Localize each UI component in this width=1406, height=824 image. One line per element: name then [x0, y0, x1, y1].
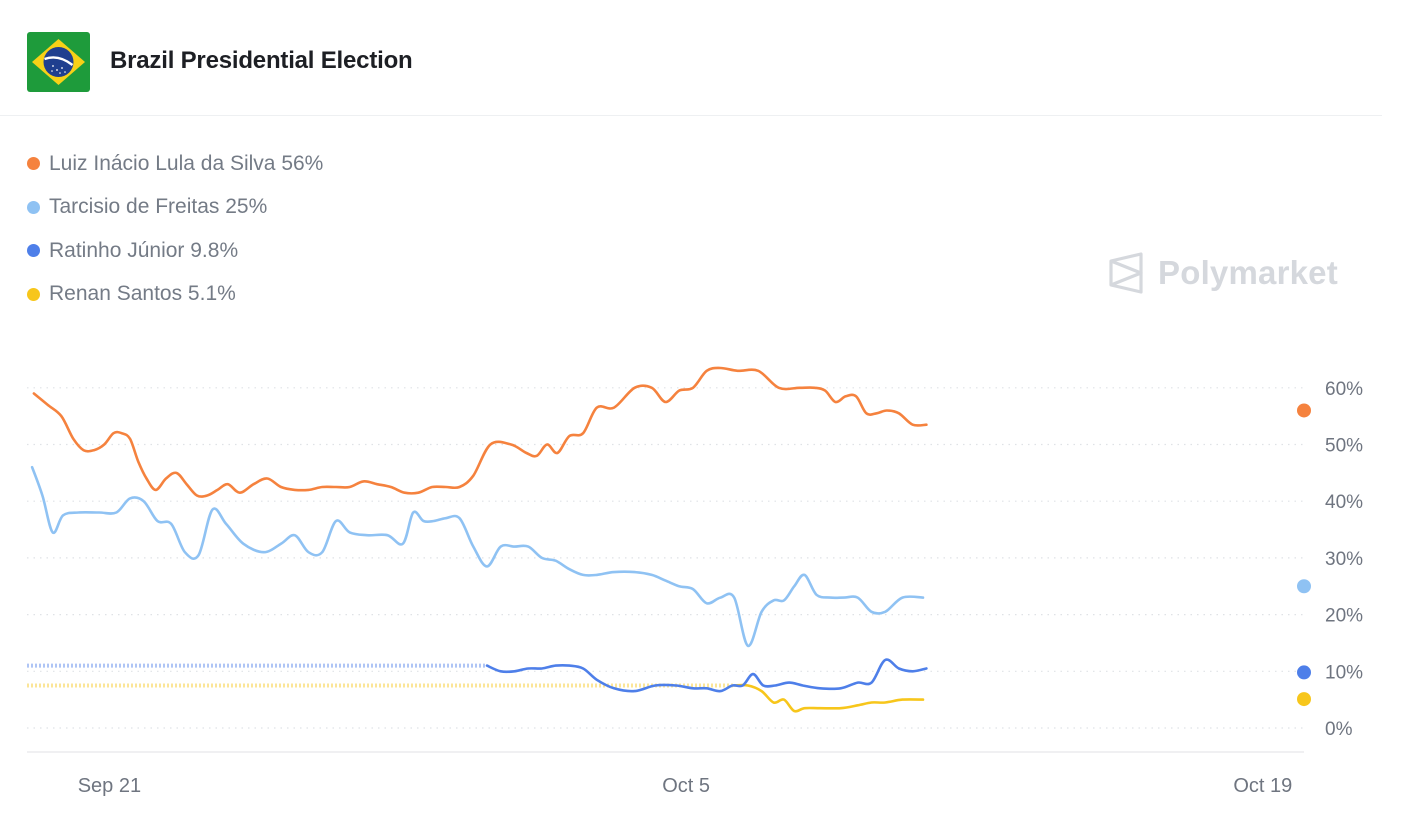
page-title: Brazil Presidential Election	[110, 47, 413, 74]
y-tick-label: 50%	[1325, 436, 1363, 457]
series-line	[485, 658, 928, 693]
series-end-dot[interactable]	[1297, 403, 1311, 418]
series-lines	[30, 366, 928, 713]
series-line	[732, 683, 925, 713]
x-tick-label: Oct 5	[662, 775, 710, 797]
y-axis-ticks: 60% 50% 40% 30% 20% 10% 0%	[1325, 379, 1363, 740]
grid-lines	[27, 387, 1304, 753]
brand-name: Polymarket	[1158, 254, 1338, 291]
series-end-dot[interactable]	[1297, 692, 1311, 707]
legend-item-renan[interactable]: Renan Santos 5.1%	[27, 273, 323, 317]
series-line	[32, 366, 928, 498]
y-tick-label: 60%	[1325, 379, 1363, 400]
y-tick-label: 40%	[1325, 492, 1363, 513]
legend-item-lula[interactable]: Luiz Inácio Lula da Silva 56%	[27, 142, 323, 186]
x-tick-label: Sep 21	[78, 775, 141, 797]
y-tick-label: 10%	[1325, 662, 1363, 683]
legend-item-ratinho[interactable]: Ratinho Júnior 9.8%	[27, 229, 323, 273]
baseline-estimates	[27, 663, 735, 688]
legend-label: Tarcisio de Freitas 25%	[49, 195, 268, 219]
chart-header: Brazil Presidential Election	[0, 0, 1382, 116]
series-line	[30, 465, 925, 648]
legend-dot-icon	[27, 244, 40, 258]
legend-label: Renan Santos 5.1%	[49, 282, 236, 306]
legend-label: Ratinho Júnior 9.8%	[49, 238, 239, 262]
legend-item-tarcisio[interactable]: Tarcisio de Freitas 25%	[27, 186, 323, 230]
series-end-dots	[1297, 403, 1311, 707]
legend-dot-icon	[27, 157, 40, 171]
polymarket-watermark: Polymarket	[1108, 252, 1338, 294]
x-axis-ticks: Sep 21 Oct 5 Oct 19	[78, 775, 1293, 797]
y-tick-label: 0%	[1325, 719, 1353, 740]
series-end-dot[interactable]	[1297, 665, 1311, 680]
legend-dot-icon	[27, 287, 40, 301]
x-tick-label: Oct 19	[1233, 775, 1292, 797]
legend-label: Luiz Inácio Lula da Silva 56%	[49, 151, 324, 175]
series-end-dot[interactable]	[1297, 579, 1311, 594]
y-tick-label: 20%	[1325, 606, 1363, 627]
polymarket-logo-icon	[1109, 252, 1143, 294]
brazil-flag-icon	[27, 32, 90, 92]
legend-dot-icon	[27, 200, 40, 214]
y-tick-label: 30%	[1325, 549, 1363, 570]
chart-legend: Luiz Inácio Lula da Silva 56% Tarcisio d…	[27, 142, 323, 316]
